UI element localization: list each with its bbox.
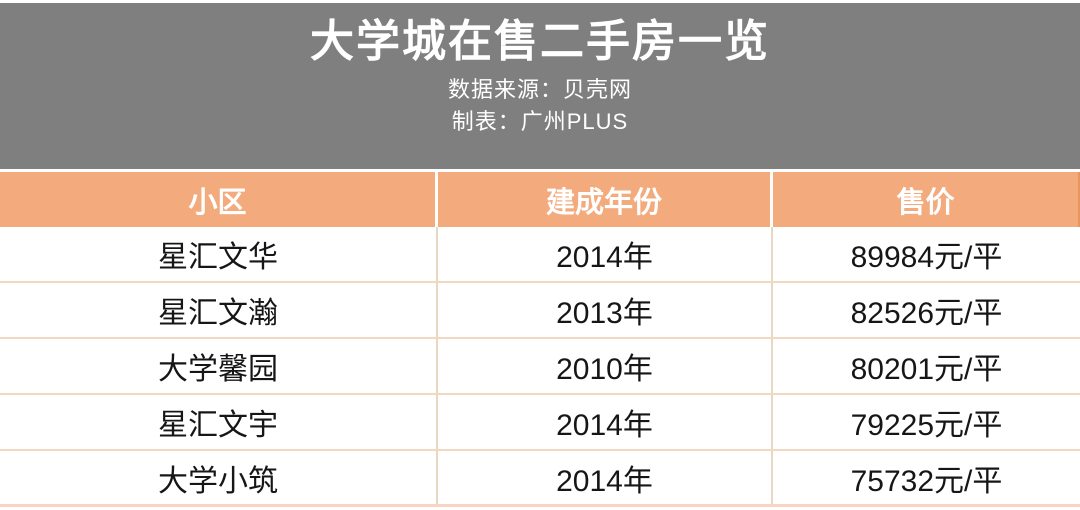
cell-year-built: 2014年 <box>438 451 773 504</box>
data-source-line: 数据来源：贝壳网 <box>447 77 632 102</box>
table-row: 大学馨园 2010年 80201元/平 <box>0 339 1080 395</box>
title-banner: 大学城在售二手房一览 数据来源：贝壳网 制表：广州PLUS <box>0 3 1080 169</box>
infographic-page: 大学城在售二手房一览 数据来源：贝壳网 制表：广州PLUS 小区 建成年份 售价… <box>0 3 1080 510</box>
credit-line: 制表：广州PLUS <box>451 109 629 134</box>
table-header-row: 小区 建成年份 售价 <box>0 172 1080 227</box>
page-title: 大学城在售二手房一览 <box>310 17 770 66</box>
table-row: 大学小筑 2014年 75732元/平 <box>0 451 1080 507</box>
column-header-price: 售价 <box>773 172 1080 227</box>
cell-year-built: 2010年 <box>438 339 773 393</box>
cell-year-built: 2013年 <box>438 283 773 337</box>
cell-year-built: 2014年 <box>438 227 773 281</box>
cell-community: 大学小筑 <box>0 451 438 504</box>
table-row: 星汇文瀚 2013年 82526元/平 <box>0 283 1080 339</box>
cell-community: 大学馨园 <box>0 339 438 393</box>
table-row: 星汇文宇 2014年 79225元/平 <box>0 395 1080 451</box>
cell-price: 75732元/平 <box>850 464 1003 498</box>
column-header-community: 小区 <box>0 172 438 227</box>
cell-price: 80201元/平 <box>850 353 1003 386</box>
listings-table: 小区 建成年份 售价 星汇文华 2014年 89984元/平 星汇文瀚 2013… <box>0 172 1080 507</box>
cell-price: 79225元/平 <box>850 409 1003 442</box>
banner-subtitles: 数据来源：贝壳网 制表：广州PLUS <box>0 74 1080 138</box>
cell-community: 星汇文瀚 <box>0 283 438 337</box>
column-header-year-built: 建成年份 <box>438 172 773 227</box>
cell-year-built: 2014年 <box>438 395 773 449</box>
cell-price: 89984元/平 <box>850 241 1003 274</box>
cell-community: 星汇文华 <box>0 227 438 281</box>
cell-price: 82526元/平 <box>850 297 1003 330</box>
table-row: 星汇文华 2014年 89984元/平 <box>0 227 1080 283</box>
cell-community: 星汇文宇 <box>0 395 438 449</box>
